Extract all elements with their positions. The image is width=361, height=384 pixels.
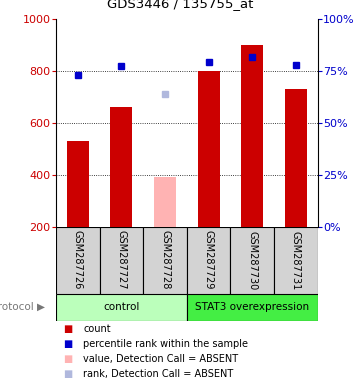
Text: control: control <box>103 302 140 312</box>
Text: ■: ■ <box>63 324 73 334</box>
Text: ■: ■ <box>63 369 73 379</box>
Bar <box>242 45 263 227</box>
Bar <box>110 108 132 227</box>
Bar <box>198 71 219 227</box>
Text: GDS3446 / 135755_at: GDS3446 / 135755_at <box>107 0 254 10</box>
Text: ■: ■ <box>63 339 73 349</box>
Text: percentile rank within the sample: percentile rank within the sample <box>83 339 248 349</box>
Text: value, Detection Call = ABSENT: value, Detection Call = ABSENT <box>83 354 238 364</box>
Bar <box>56 227 100 294</box>
Bar <box>187 294 318 321</box>
Bar <box>100 227 143 294</box>
Text: count: count <box>83 324 111 334</box>
Text: GSM287729: GSM287729 <box>204 230 214 290</box>
Text: GSM287727: GSM287727 <box>116 230 126 290</box>
Bar <box>274 227 318 294</box>
Bar <box>187 227 230 294</box>
Bar <box>230 227 274 294</box>
Text: GSM287726: GSM287726 <box>73 230 83 290</box>
Text: STAT3 overexpression: STAT3 overexpression <box>195 302 309 312</box>
Bar <box>154 177 176 227</box>
Bar <box>67 141 89 227</box>
Bar <box>285 89 307 227</box>
Text: GSM287728: GSM287728 <box>160 230 170 290</box>
Text: protocol ▶: protocol ▶ <box>0 302 45 312</box>
Text: GSM287730: GSM287730 <box>247 230 257 290</box>
Text: GSM287731: GSM287731 <box>291 230 301 290</box>
Bar <box>143 227 187 294</box>
Text: ■: ■ <box>63 354 73 364</box>
Bar <box>56 294 187 321</box>
Text: rank, Detection Call = ABSENT: rank, Detection Call = ABSENT <box>83 369 233 379</box>
